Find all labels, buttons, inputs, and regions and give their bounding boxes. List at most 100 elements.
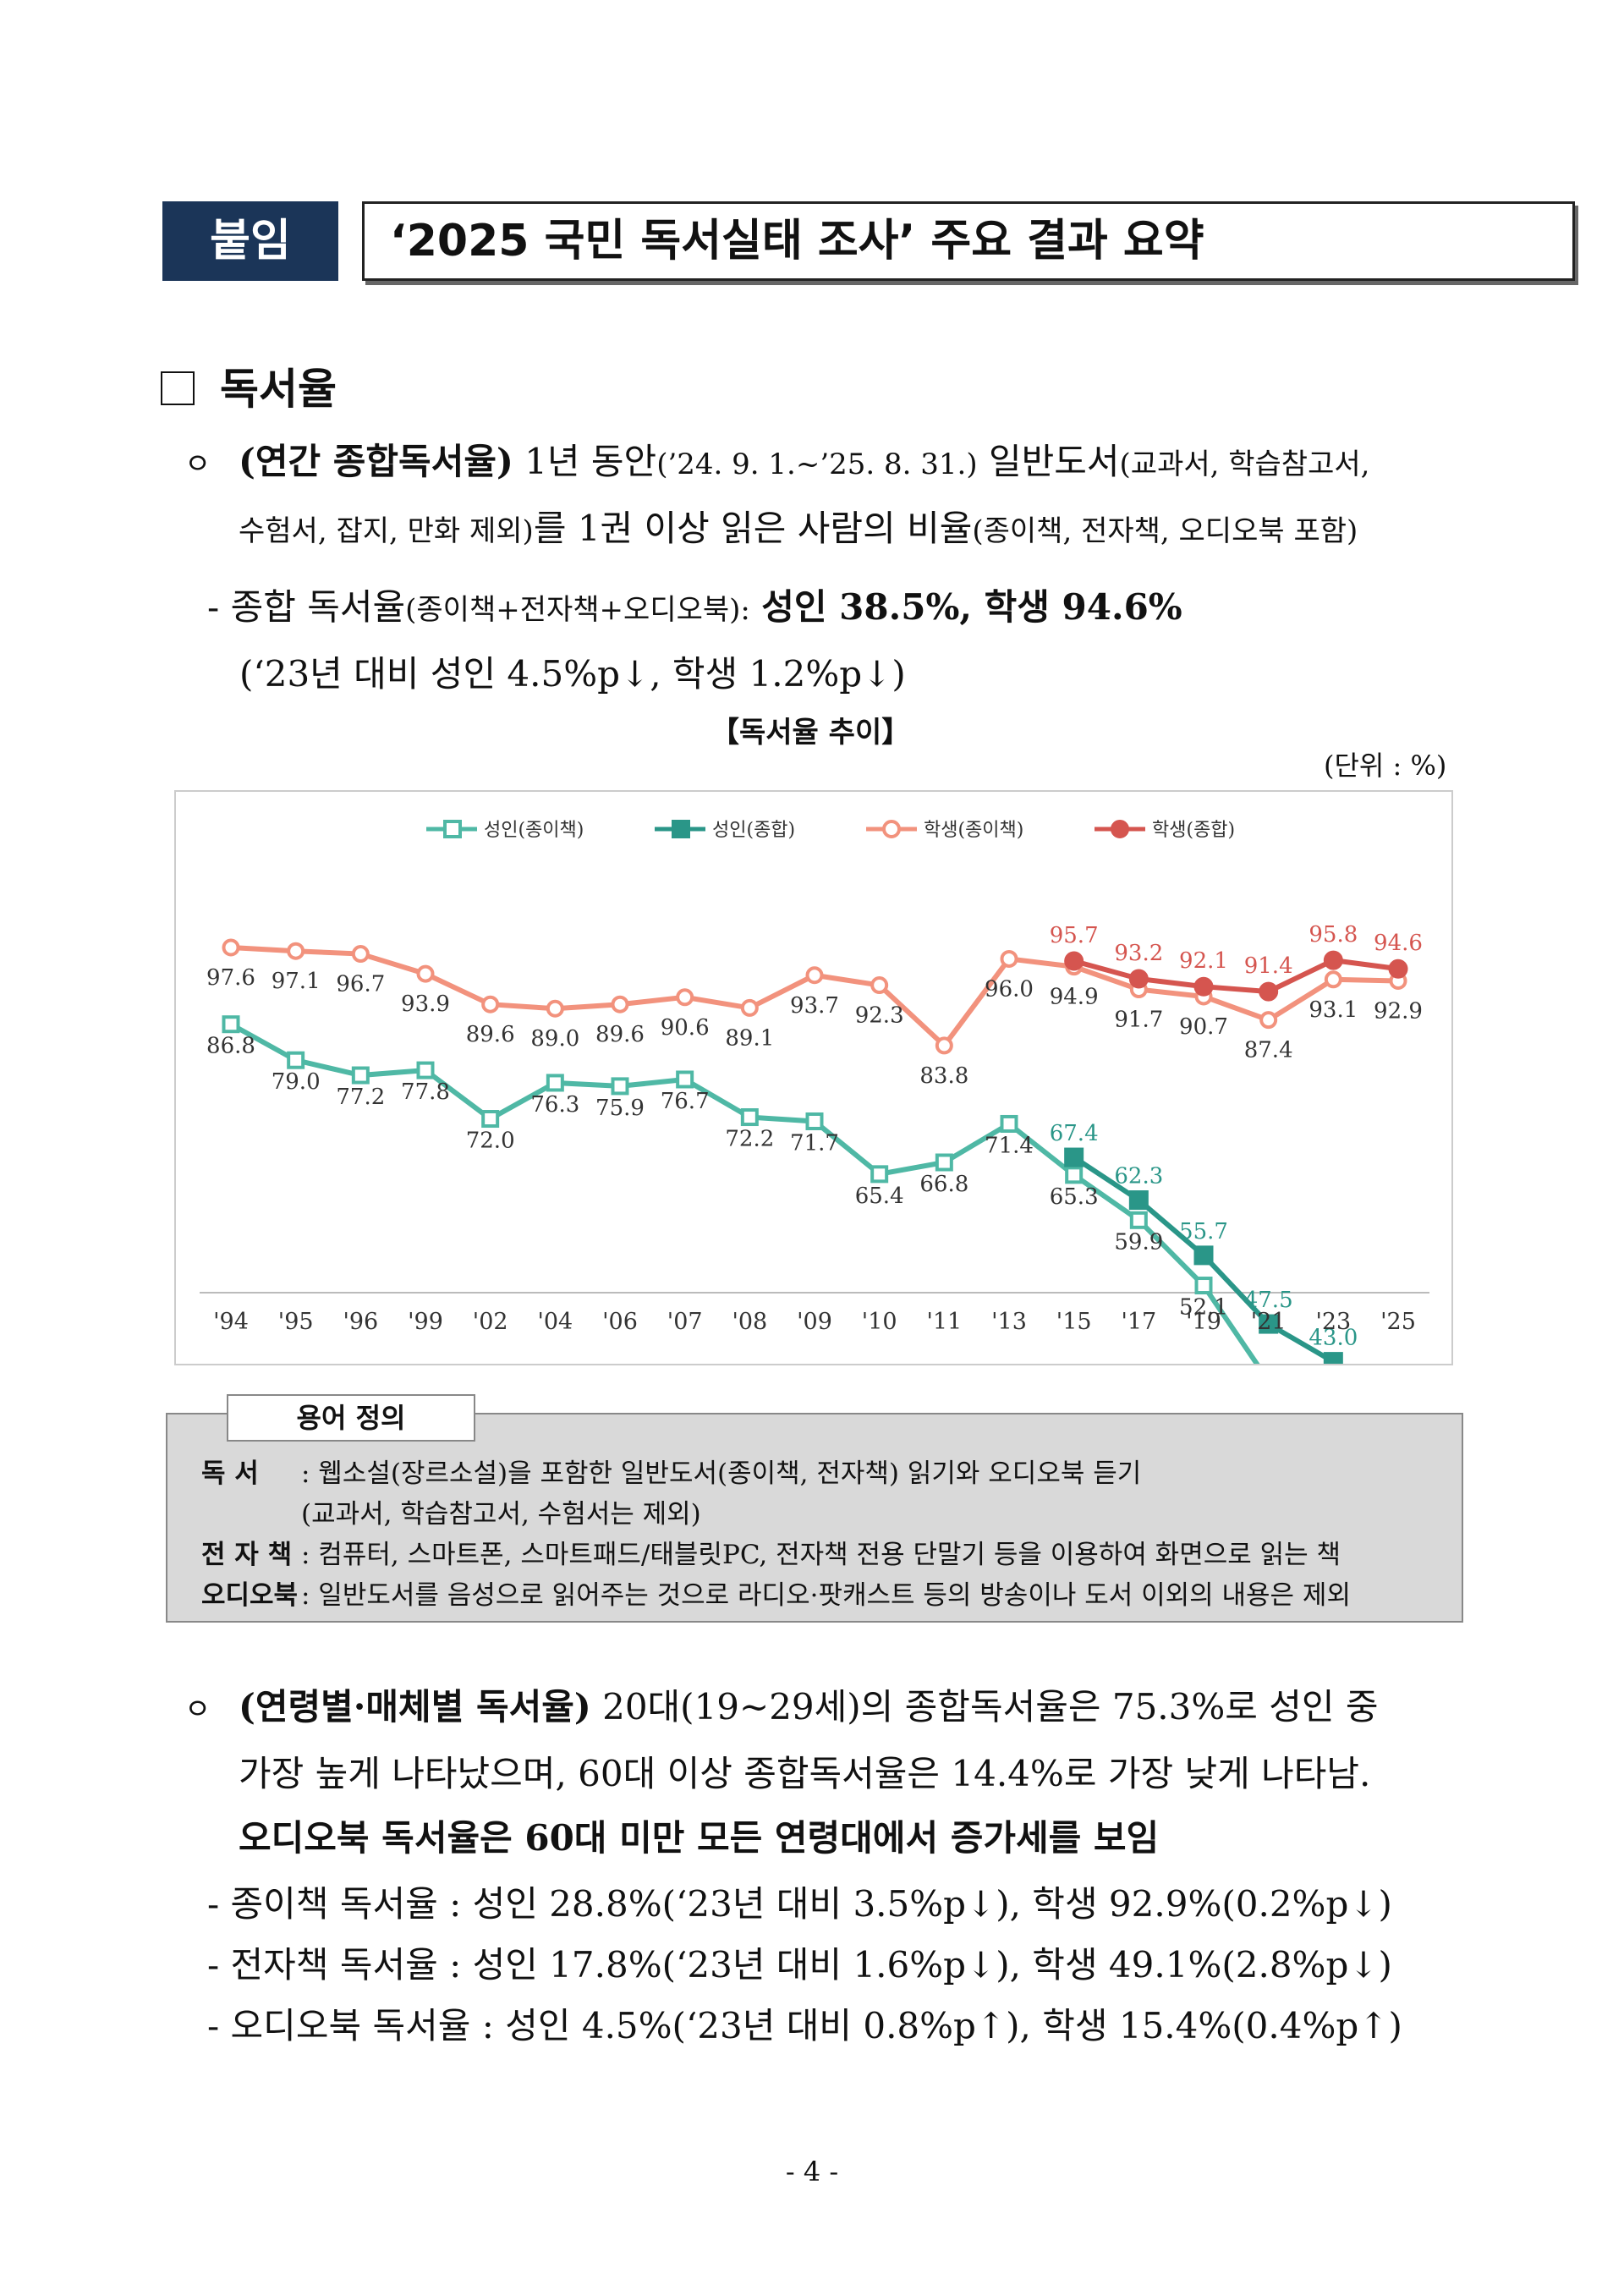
text: 일반도서 [977,441,1120,482]
definition-desc: : 컴퓨터, 스마트폰, 스마트패드/태블릿PC, 전자책 전용 단말기 등을 … [301,1540,1341,1570]
paren-text: (교과서, 학습참고서, [1119,448,1370,481]
data-point-adult-paper [1000,1114,1018,1133]
data-point-adult-total [1064,1147,1084,1167]
data-point-adult-paper [870,1165,889,1184]
x-tick-label: '94 [213,1309,249,1335]
data-point-student-paper [1259,1011,1278,1030]
data-point-student-paper [740,998,759,1017]
paragraph-annual-reading-rate: ㅇ (연간 종합독서율) 1년 동안(’24. 9. 1.~’25. 8. 31.… [184,430,1504,563]
bold-result: 성인 38.5%, 학생 94.6% [761,586,1182,628]
definition-row: 오디오북: 일반도서를 음성으로 읽어주는 것으로 라디오·팟캐스트 등의 방송… [201,1575,1351,1616]
text: 20대(19~29세)의 종합독서율은 75.3%로 성인 중 [590,1686,1379,1727]
definition-desc: : 웹소설(장르소설)을 포함한 일반도서(종이책, 전자책) 읽기와 오디오북… [301,1458,1142,1489]
data-label-student-paper: 87.4 [1244,1038,1293,1063]
data-label-adult-paper: 72.2 [725,1127,774,1152]
bullet-circle-icon: ㅇ [184,448,211,481]
x-tick-label: '09 [797,1309,832,1335]
data-label-student-paper: 91.7 [1114,1008,1163,1033]
data-label-student-paper: 90.6 [661,1015,710,1041]
data-label-student-total: 95.8 [1309,922,1358,948]
data-point-student-paper [1000,949,1018,968]
data-label-student-paper: 83.8 [919,1063,968,1089]
data-label-student-paper: 93.7 [790,993,839,1019]
data-label-adult-paper: 79.0 [272,1069,321,1095]
paragraph-line: 가장 높게 나타났으며, 60대 이상 종합독서율은 14.4%로 가장 낮게 … [239,1753,1371,1794]
list-item: - 전자책 독서율 : 성인 17.8%(‘23년 대비 1.6%p↓), 학생… [207,1944,1392,1986]
paragraph-age-media: ㅇ (연령별·매체별 독서율) 20대(19~29세)의 종합독서율은 75.3%… [184,1675,1521,1870]
series-layer: 86.8 79.0 77.2 77.8 72.0 76.3 75.9 76.7 72.2 71.7… [206,922,1423,1515]
x-tick-label: '96 [343,1309,378,1335]
x-tick-label: '99 [408,1309,443,1335]
media-rate-list: - 종이책 독서율 : 성인 28.8%(‘23년 대비 3.5%p↓), 학생… [207,1874,1544,2057]
definitions-box: 독 서: 웹소설(장르소설)을 포함한 일반도서(종이책, 전자책) 읽기와 오… [166,1413,1463,1623]
x-tick-label: '21 [1251,1309,1287,1335]
data-label-adult-paper: 52.1 [1179,1295,1228,1321]
data-label-adult-total: 43.0 [1309,1326,1358,1351]
list-item: - 오디오북 독서율 : 성인 4.5%(‘23년 대비 0.8%p↑), 학생… [207,2005,1402,2046]
data-point-student-total [1388,958,1408,979]
data-point-adult-paper [740,1108,759,1127]
data-label-student-total: 95.7 [1050,923,1099,948]
period-text: (’24. 9. 1.~’25. 8. 31.) [656,448,978,481]
x-tick-label: '02 [473,1309,508,1335]
data-point-adult-paper [222,1015,240,1034]
data-label-student-paper: 96.0 [985,976,1034,1002]
data-label-adult-paper: 71.7 [790,1130,839,1156]
data-label-adult-total: 62.3 [1114,1164,1163,1189]
data-label-student-paper: 90.7 [1179,1014,1228,1040]
paragraph-total-rate: - 종합 독서율(종이책+전자책+오디오북): 성인 38.5%, 학생 94.… [207,575,1527,706]
data-label-student-total: 94.6 [1374,931,1423,956]
data-label-student-total: 91.4 [1244,953,1293,979]
legend-marker [1111,820,1129,838]
data-label-student-paper: 92.9 [1374,998,1423,1024]
data-label-student-total: 92.1 [1179,948,1228,974]
data-point-adult-total [1259,1314,1279,1334]
chart-legend: 성인(종이책) 성인(종합) 학생(종이책) 학생(종합) [426,820,1235,841]
data-point-adult-paper [1065,1166,1084,1184]
data-point-adult-total [1128,1190,1149,1211]
definition-row: (교과서, 학습참고서, 수험서는 제외) [301,1494,701,1535]
data-point-student-total [1064,951,1084,971]
data-point-adult-paper [676,1070,694,1089]
bullet-circle-icon: ㅇ [184,1693,211,1727]
data-point-student-paper [546,999,564,1018]
definition-row: 전 자 책: 컴퓨터, 스마트폰, 스마트패드/태블릿PC, 전자책 전용 단말… [201,1535,1341,1575]
paren-text: 수험서, 잡지, 만화 제외) [239,514,534,548]
data-point-student-total [1193,976,1214,997]
data-label-student-paper: 89.0 [530,1026,579,1052]
data-label-student-paper: 93.9 [401,991,450,1017]
x-tick-label: '13 [991,1309,1027,1335]
data-point-adult-paper [287,1051,305,1069]
data-label-student-paper: 92.3 [855,1003,904,1029]
chart-unit: (단위 : %) [1324,750,1447,782]
data-point-adult-paper [805,1112,824,1130]
x-tick-label: '07 [667,1309,703,1335]
definition-desc: : 일반도서를 음성으로 읽어주는 것으로 라디오·팟캐스트 등의 방송이나 도… [301,1580,1351,1611]
definitions-tab: 용어 정의 [227,1394,475,1442]
data-point-student-paper [676,988,694,1007]
dash: - [207,586,220,628]
data-label-student-paper: 89.6 [466,1022,515,1047]
data-label-adult-paper: 59.9 [1114,1229,1163,1255]
data-label-adult-paper: 76.7 [661,1089,710,1114]
x-tick-label: '23 [1315,1309,1351,1335]
paragraph-line: - 종합 독서율(종이책+전자책+오디오북): 성인 38.5%, 학생 94.… [207,575,1527,642]
data-point-student-paper [222,938,240,957]
legend-label: 성인(종합) [712,820,795,841]
chart-title: 【독서율 추이】 [710,716,911,750]
data-point-adult-paper [1129,1211,1148,1229]
data-point-adult-paper [546,1074,564,1092]
legend-marker [882,820,901,838]
paragraph-line: ㅇ (연간 종합독서율) 1년 동안(’24. 9. 1.~’25. 8. 31.… [184,430,1504,497]
page-title: ‘2025 국민 독서실태 조사’ 주요 결과 요약 [362,201,1575,281]
x-tick-label: '15 [1056,1309,1092,1335]
data-point-adult-total [1193,1245,1214,1266]
data-label-student-paper: 96.7 [336,972,385,997]
change-text: (‘23년 대비 성인 4.5%p↓, 학생 1.2%p↓) [239,653,906,695]
paren-text: (종이책, 전자책, 오디오북 포함) [972,514,1358,548]
text: 종합 독서율 [230,586,406,628]
section-title: 독서율 [220,365,337,414]
x-tick-label: '19 [1186,1309,1221,1335]
data-point-adult-paper [351,1066,370,1085]
data-point-student-paper [935,1036,953,1055]
